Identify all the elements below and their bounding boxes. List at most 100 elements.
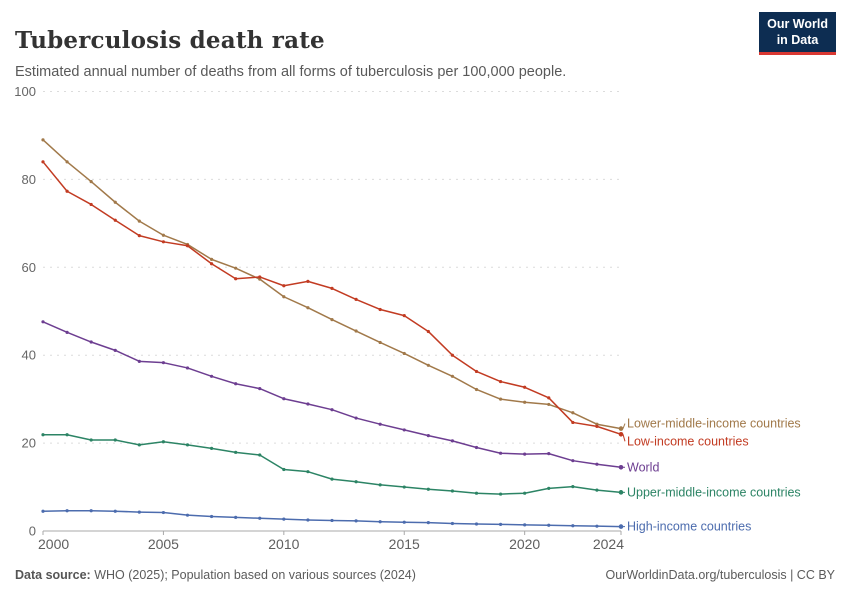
series-point-high-income-countries (354, 519, 358, 523)
series-point-upper-middle-income-countries (137, 443, 141, 447)
series-point-high-income-countries (402, 520, 406, 524)
y-tick-label: 20 (22, 436, 36, 451)
series-point-lower-middle-income-countries (402, 351, 406, 356)
series-point-world (161, 361, 166, 365)
series-point-upper-middle-income-countries (306, 470, 310, 474)
series-point-world (378, 422, 382, 426)
series-point-world (185, 366, 190, 370)
series-point-high-income-countries (161, 510, 166, 515)
series-point-high-income-countries (282, 517, 286, 521)
series-point-world (89, 340, 93, 344)
series-point-low-income-countries (234, 277, 238, 281)
series-point-world (330, 408, 334, 412)
x-tick-label: 2005 (148, 536, 179, 550)
series-point-world (498, 451, 503, 455)
y-tick-label: 100 (14, 84, 36, 99)
series-point-low-income-countries (185, 244, 190, 248)
series-point-world (209, 374, 214, 378)
data-source-label: Data source: (15, 568, 91, 582)
x-tick-label: 2024 (593, 536, 624, 550)
series-point-high-income-countries (474, 522, 479, 526)
y-tick-label: 40 (22, 348, 36, 363)
series-label-leader-low-income-countries (622, 434, 626, 442)
series-point-low-income-countries (41, 160, 45, 164)
series-point-low-income-countries (89, 202, 93, 207)
series-point-low-income-countries (258, 275, 262, 279)
series-point-low-income-countries (113, 218, 117, 222)
series-point-low-income-countries (137, 234, 141, 238)
series-point-upper-middle-income-countries (234, 450, 238, 454)
series-point-high-income-countries (571, 524, 575, 528)
owid-logo-line1: Our World (767, 17, 828, 31)
series-point-low-income-countries (571, 420, 575, 425)
series-point-lower-middle-income-countries (89, 179, 93, 184)
series-point-lower-middle-income-countries (523, 400, 527, 404)
series-point-high-income-countries (450, 521, 455, 526)
series-point-world (595, 462, 599, 466)
series-point-upper-middle-income-countries (41, 433, 45, 437)
series-point-lower-middle-income-countries (234, 266, 238, 270)
data-source-text: WHO (2025); Population based on various … (90, 568, 416, 582)
series-point-high-income-countries (523, 523, 527, 527)
x-tick-label: 2015 (389, 536, 420, 550)
series-point-upper-middle-income-countries (185, 443, 190, 447)
series-point-lower-middle-income-countries (258, 277, 262, 281)
owid-link[interactable]: OurWorldinData.org/tuberculosis | CC BY (605, 568, 836, 582)
series-point-high-income-countries (306, 518, 310, 522)
series-point-low-income-countries (450, 353, 455, 357)
series-point-lower-middle-income-countries (474, 387, 479, 392)
series-point-lower-middle-income-countries (282, 295, 286, 299)
series-point-world (547, 452, 551, 456)
series-point-world (65, 330, 69, 334)
series-point-low-income-countries (498, 379, 503, 384)
series-point-upper-middle-income-countries (330, 477, 334, 481)
series-point-high-income-countries (426, 521, 430, 525)
series-point-upper-middle-income-countries (209, 446, 214, 450)
series-point-lower-middle-income-countries (450, 374, 455, 378)
series-endpoint-lower-middle-income-countries (618, 426, 624, 431)
series-point-world (306, 402, 310, 406)
series-point-lower-middle-income-countries (161, 233, 166, 237)
series-point-high-income-countries (595, 524, 599, 528)
owid-logo-line2: in Data (776, 32, 819, 47)
series-label-lower-middle-income-countries[interactable]: Lower-middle-income countries (627, 417, 801, 431)
series-label-upper-middle-income-countries[interactable]: Upper-middle-income countries (627, 485, 801, 499)
series-endpoint-low-income-countries (618, 432, 624, 437)
series-label-world[interactable]: World (627, 460, 659, 474)
page-title: Tuberculosis death rate (15, 27, 325, 55)
series-point-high-income-countries (234, 515, 238, 519)
series-point-upper-middle-income-countries (523, 491, 527, 495)
series-point-upper-middle-income-countries (258, 453, 262, 457)
series-point-low-income-countries (474, 369, 479, 374)
series-point-high-income-countries (330, 518, 334, 523)
series-point-low-income-countries (330, 286, 334, 290)
series-point-upper-middle-income-countries (595, 488, 599, 492)
series-endpoint-upper-middle-income-countries (618, 490, 624, 495)
series-line-world (42, 321, 622, 469)
series-point-lower-middle-income-countries (498, 397, 503, 401)
series-point-upper-middle-income-countries (282, 467, 286, 472)
chart-subtitle: Estimated annual number of deaths from a… (15, 63, 567, 80)
series-point-high-income-countries (185, 513, 190, 517)
series-point-world (258, 387, 262, 391)
series-point-low-income-countries (402, 314, 406, 318)
series-line-lower-middle-income-countries (42, 139, 622, 430)
series-point-high-income-countries (258, 516, 262, 520)
series-point-low-income-countries (426, 329, 430, 334)
series-point-high-income-countries (41, 509, 45, 513)
owid-logo[interactable]: Our World in Data (759, 12, 836, 56)
series-label-low-income-countries[interactable]: Low-income countries (627, 434, 749, 448)
series-line-upper-middle-income-countries (43, 433, 622, 495)
series-point-lower-middle-income-countries (595, 422, 599, 426)
series-point-world (41, 320, 45, 324)
series-point-upper-middle-income-countries (498, 492, 503, 496)
series-point-upper-middle-income-countries (65, 433, 69, 437)
series-label-high-income-countries[interactable]: High-income countries (627, 520, 751, 534)
series-line-high-income-countries (42, 510, 622, 528)
series-line-low-income-countries (42, 161, 622, 436)
series-point-world (523, 452, 527, 456)
series-point-high-income-countries (137, 510, 141, 514)
series-point-lower-middle-income-countries (571, 411, 575, 415)
series-point-world (137, 359, 141, 363)
series-point-high-income-countries (89, 509, 93, 513)
